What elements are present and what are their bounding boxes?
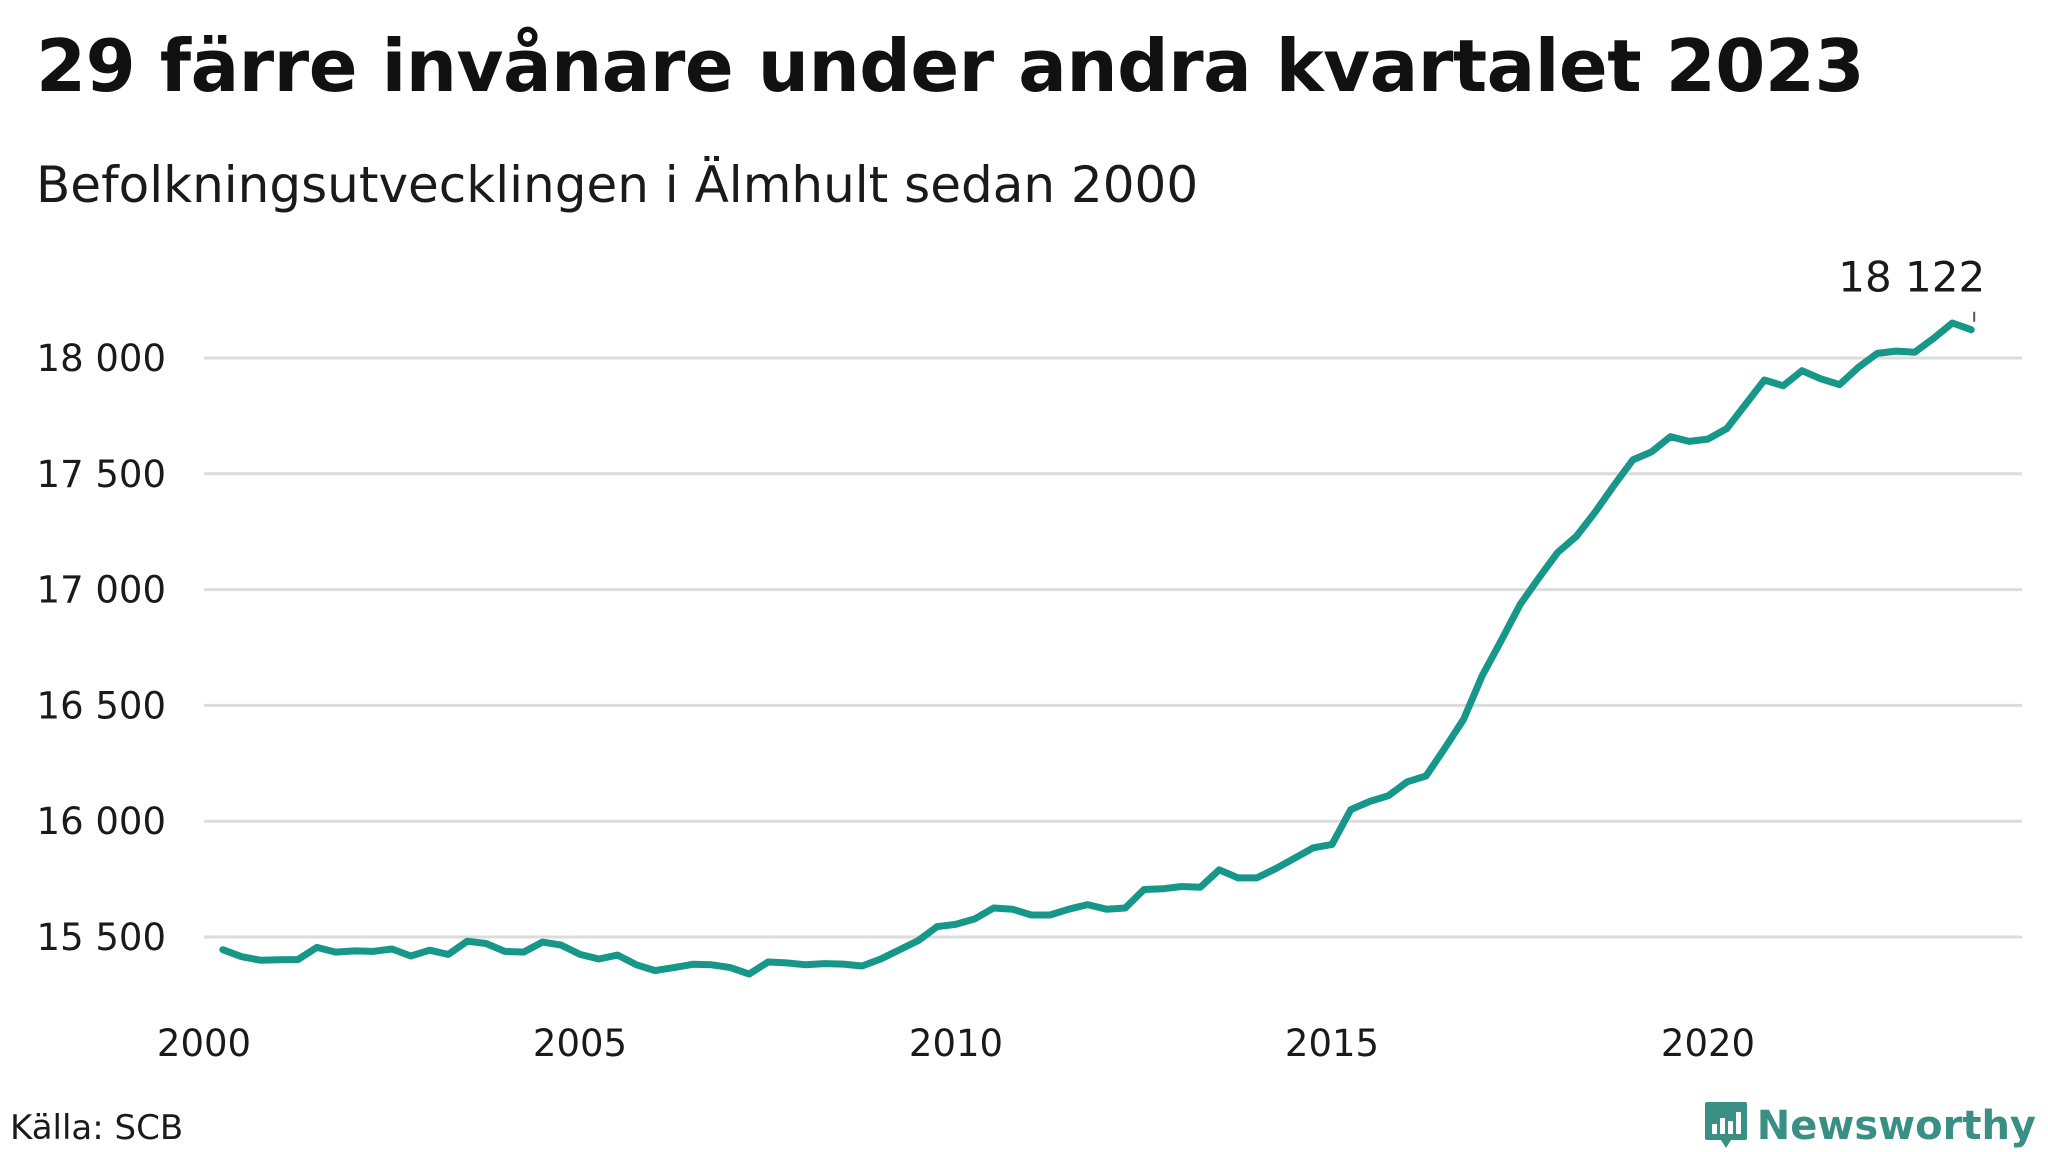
brand-logo: Newsworthy [1703, 1100, 2036, 1152]
series-layer [219, 319, 1975, 978]
x-tick-label: 2000 [157, 1022, 251, 1065]
bar-chart-speech-bubble-icon [1704, 1102, 1747, 1148]
y-tick-label: 15 500 [37, 916, 166, 959]
end-value-label: 18 122 [1838, 253, 1985, 302]
grid-lines [204, 356, 2022, 939]
x-axis-tick-labels: 2000 2005 2010 2015 2020 [157, 1022, 1755, 1065]
y-tick-label: 16 500 [37, 684, 166, 727]
x-tick-label: 2015 [1285, 1022, 1379, 1065]
chart-subtitle: Befolkningsutvecklingen i Älmhult sedan … [36, 156, 1199, 214]
y-tick-label: 17 000 [37, 569, 166, 612]
x-tick-label: 2010 [909, 1022, 1003, 1065]
end-annotation: 18 122 [1838, 253, 1985, 322]
chart-title: 29 färre invånare under andra kvartalet … [36, 24, 1865, 108]
source-note: Källa: SCB [10, 1108, 184, 1148]
brand-name: Newsworthy [1756, 1103, 2036, 1149]
series-line [219, 319, 1975, 978]
y-axis-tick-labels: 15 500 16 000 16 500 17 000 17 500 18 000 [37, 337, 166, 959]
y-tick-label: 18 000 [37, 337, 166, 380]
y-tick-label: 17 500 [37, 453, 166, 496]
y-tick-label: 16 000 [37, 800, 166, 843]
x-tick-label: 2005 [533, 1022, 627, 1065]
x-tick-label: 2020 [1661, 1022, 1755, 1065]
